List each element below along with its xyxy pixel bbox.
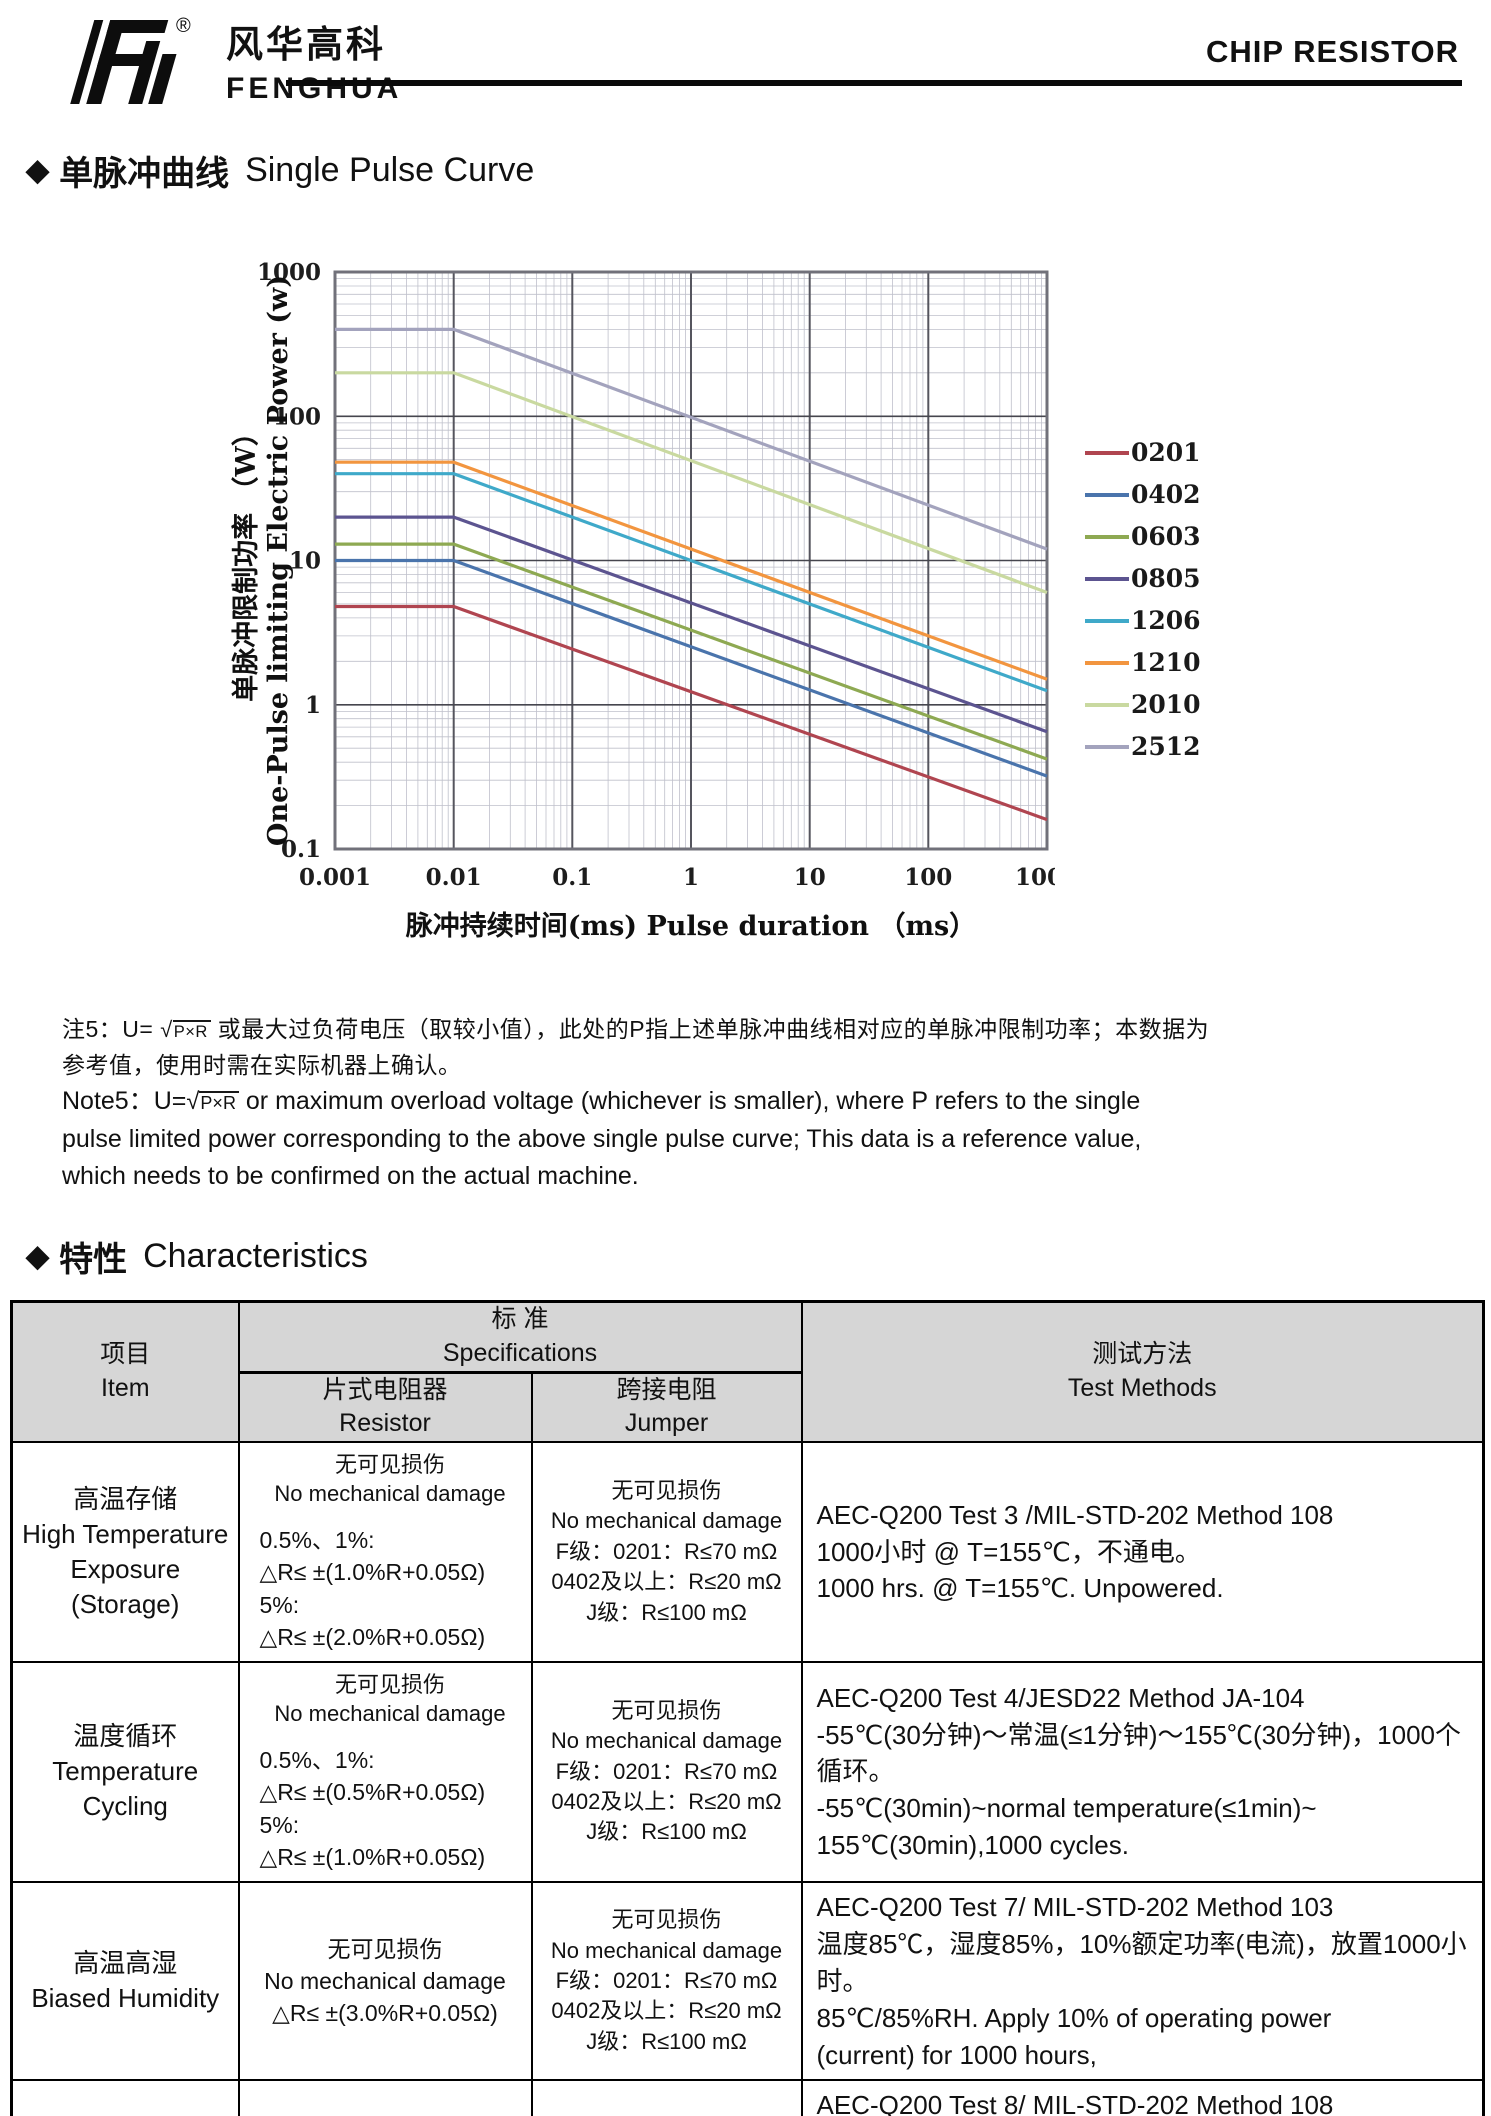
resistor-spec-cell: 无可见损伤 No mechanical damage 0.5%、1%: △R≤ …: [237, 1441, 533, 1663]
col-header-test-methods: 测试方法 Test Methods: [800, 1300, 1485, 1443]
svg-text:100: 100: [273, 403, 321, 430]
test-method-cell: AEC-Q200 Test 7/ MIL-STD-202 Method 103 …: [800, 1880, 1485, 2082]
fenghua-logo: ®: [70, 15, 191, 104]
svg-text:10: 10: [289, 548, 321, 575]
jumper-spec-cell: 无可见损伤 No mechanical damage F级：0201：R≤70 …: [530, 1660, 803, 1883]
col-header-jumper: 跨接电阻 Jumper: [530, 1371, 803, 1443]
svg-text:1000: 1000: [1015, 864, 1055, 891]
test-method-cell: AEC-Q200 Test 8/ MIL-STD-202 Method 108 …: [800, 2079, 1485, 2116]
svg-text:100: 100: [904, 864, 952, 891]
note-en-rest: pulse limited power corresponding to the…: [62, 1124, 1142, 1191]
col-header-resistor: 片式电阻器 Resistor: [237, 1371, 533, 1443]
jumper-spec-cell: 无可见损伤 No mechanical damage F级：0201：R≤70 …: [530, 1880, 803, 2082]
svg-text:0.1: 0.1: [552, 864, 592, 891]
svg-text:1: 1: [305, 692, 321, 719]
diamond-bullet-icon: ◆: [26, 1240, 50, 1273]
legend-line-swatch: [1085, 576, 1129, 581]
section1-title-zh: 单脉冲曲线: [59, 155, 230, 193]
svg-text:0.1: 0.1: [281, 836, 321, 863]
section2-title-en: Characteristics: [143, 1237, 368, 1275]
item-cell: 高温高湿 Biased Humidity: [10, 1880, 240, 2082]
legend-item: 1206: [1085, 606, 1201, 635]
header-rule: [286, 80, 1462, 86]
svg-text:10: 10: [794, 864, 826, 891]
svg-text:脉冲持续时间(ms) Pulse duration （ms）: 脉冲持续时间(ms) Pulse duration （ms）: [405, 911, 976, 942]
note-zh-line1: 注5：U= √P×R 或最大过负荷电压（取较小值），此处的P指上述单脉冲曲线相对…: [62, 1016, 1210, 1042]
legend-item: 0603: [1085, 522, 1201, 551]
item-cell: 工作寿命 Operational Life: [10, 2079, 240, 2116]
section-title-single-pulse: ◆ 单脉冲曲线 Single Pulse Curve: [26, 146, 534, 195]
legend-line-swatch: [1085, 744, 1129, 749]
brand-name-en: FENGHUA: [226, 72, 403, 105]
jumper-spec-cell: 无可见损伤 No mechanical damage F级：0201：R≤70 …: [530, 2079, 803, 2116]
svg-text:单脉冲限制功率 （W）One-Pulse limiting: 单脉冲限制功率 （W）One-Pulse limiting Electric P…: [230, 275, 294, 846]
single-pulse-curve-chart: 0.001 0.01 0.1 1 10 100 1000 0.1 1 10 100 1000 脉冲持续时…: [230, 259, 1055, 942]
header: ® 风华高科 FENGHUA: [58, 14, 402, 110]
test-method-cell: AEC-Q200 Test 4/JESD22 Method JA-104 -55…: [800, 1660, 1485, 1883]
sqrt-formula: √P×R: [160, 1016, 211, 1042]
legend-item: 1210: [1085, 648, 1201, 677]
characteristics-table: 项目 Item 标 准 Specifications 测试方法 Test Met…: [10, 1300, 1485, 2116]
legend-item: 0201: [1085, 438, 1201, 467]
legend-line-swatch: [1085, 660, 1129, 665]
table-row-temperature-cycling: 温度循环 Temperature Cycling 无可见损伤 No mechan…: [10, 1660, 1485, 1883]
svg-text:1000: 1000: [257, 259, 321, 286]
jumper-spec-cell: 无可见损伤 No mechanical damage F级：0201：R≤70 …: [530, 1441, 803, 1663]
table-row-high-temperature-exposure: 高温存储 High Temperature Exposure (Storage)…: [10, 1441, 1485, 1663]
section-title-characteristics: ◆ 特性 Characteristics: [26, 1232, 368, 1281]
test-method-cell: AEC-Q200 Test 3 /MIL-STD-202 Method 108 …: [800, 1441, 1485, 1663]
legend-line-swatch: [1085, 618, 1129, 623]
resistor-spec-cell: 无可见损伤 No mechanical damage △R≤ ±(3.0%R+0…: [237, 1880, 533, 2082]
table-row-operational-life: 工作寿命 Operational Life 无可见损伤 No mechanica…: [10, 2079, 1485, 2116]
brand-name-zh: 风华高科: [226, 24, 386, 65]
chart-legend: 0201 0402 0603 0805 1206 1210 2010 2512: [1085, 438, 1201, 761]
legend-line-swatch: [1085, 702, 1129, 707]
legend-item: 2010: [1085, 690, 1201, 719]
col-header-item: 项目 Item: [10, 1300, 240, 1443]
section2-title-zh: 特性: [59, 1241, 128, 1279]
note-zh-line2: 参考值，使用时需在实际机器上确认。: [62, 1051, 462, 1078]
svg-text:0.001: 0.001: [299, 864, 371, 891]
note-en-line1: Note5：U=√P×R or maximum overload voltage…: [62, 1087, 1141, 1116]
sqrt-formula: √P×R: [186, 1087, 239, 1115]
svg-text:1: 1: [683, 864, 699, 891]
doc-title: CHIP RESISTOR: [1205, 34, 1459, 69]
note-block: 注5：U= √P×R 或最大过负荷电压（取较小值），此处的P指上述单脉冲曲线相对…: [62, 1012, 1402, 1196]
table-row-biased-humidity: 高温高湿 Biased Humidity 无可见损伤 No mechanical…: [10, 1880, 1485, 2082]
resistor-spec-cell: 无可见损伤 No mechanical damage 0.5%、1%: △R≤ …: [237, 1660, 533, 1883]
legend-line-swatch: [1085, 450, 1129, 455]
item-cell: 高温存储 High Temperature Exposure (Storage): [10, 1441, 240, 1663]
svg-text:0.01: 0.01: [426, 864, 482, 891]
legend-line-swatch: [1085, 534, 1129, 539]
legend-item: 0805: [1085, 564, 1201, 593]
col-header-specifications: 标 准 Specifications: [237, 1300, 803, 1374]
diamond-bullet-icon: ◆: [26, 154, 50, 187]
legend-item: 2512: [1085, 732, 1201, 761]
legend-line-swatch: [1085, 492, 1129, 497]
item-cell: 温度循环 Temperature Cycling: [10, 1660, 240, 1883]
resistor-spec-cell: 无可见损伤 No mechanical damage 0.5%、1%: △R≤ …: [237, 2079, 533, 2116]
registered-icon: ®: [176, 15, 191, 37]
section1-title-en: Single Pulse Curve: [245, 151, 535, 189]
legend-item: 0402: [1085, 480, 1201, 509]
